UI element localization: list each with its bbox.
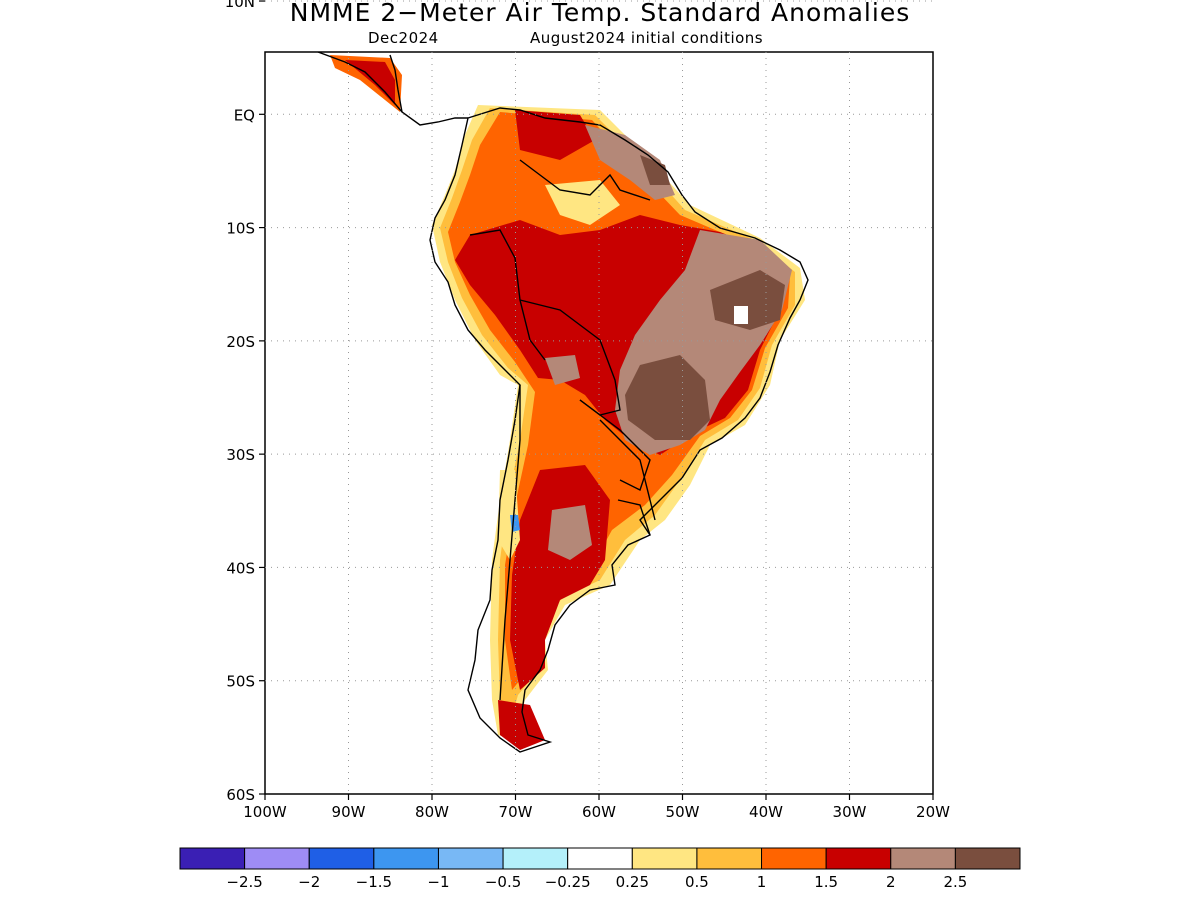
anomaly-central-america-core [345, 60, 395, 105]
forecast-month: Dec2024 [368, 29, 439, 47]
colorbar-swatch [567, 847, 633, 870]
colorbar-swatch [373, 847, 439, 870]
lat-tick-label: 10N [225, 0, 255, 11]
colorbar-swatch [890, 847, 956, 870]
colorbar-swatch [631, 847, 698, 870]
colorbar-swatch [696, 847, 763, 870]
lat-tick-label: EQ [234, 106, 255, 124]
border-peru-brazil [469, 229, 546, 361]
lon-tick-label: 80W [415, 803, 449, 821]
lat-tick-label: 60S [226, 786, 255, 804]
anomaly-shading [330, 55, 805, 750]
border-paraguay [579, 399, 651, 491]
lat-tick-label: 10S [226, 220, 255, 238]
border-uruguay [617, 499, 651, 536]
colorbar-label: −1 [427, 873, 449, 891]
anomaly-band-3-brazil-east [710, 270, 785, 330]
coastline-south-america [429, 107, 809, 753]
colorbar-label: 1.5 [814, 873, 838, 891]
colorbar-label: 2.5 [943, 873, 967, 891]
initial-conditions: August2024 initial conditions [530, 29, 764, 47]
lon-tick-label: 30W [833, 803, 867, 821]
colorbar-swatch [502, 847, 569, 870]
lat-tick-label: 50S [226, 673, 255, 691]
colorbar-swatch [437, 847, 504, 870]
coastline-caribbean [389, 54, 403, 113]
lon-tick-label: 40W [749, 803, 783, 821]
anomaly-tierra-del-fuego [498, 700, 545, 750]
colorbar: −2.5 −2 −1.5 −1 −0.5 −0.25 0.25 0.5 1 1.5 2 2.5 [179, 847, 1021, 891]
lon-tick-label: 20W [916, 803, 950, 821]
lon-tick-label: 60W [582, 803, 616, 821]
lon-tick-label: 70W [499, 803, 533, 821]
anomaly-patch-2.5-bolivia [545, 355, 580, 385]
border-north [519, 159, 651, 201]
lon-tick-label: 100W [243, 803, 287, 821]
colorbar-label: −0.25 [545, 873, 591, 891]
colorbar-swatch [308, 847, 375, 870]
colorbar-label: −2 [298, 873, 320, 891]
lon-tick-label: 50W [666, 803, 700, 821]
colorbar-label: 2 [886, 873, 896, 891]
colorbar-label: 0.5 [685, 873, 709, 891]
lat-tick-label: 40S [226, 559, 255, 577]
lat-tick-label: 30S [226, 446, 255, 464]
anomaly-band-3-guianas [640, 155, 670, 185]
anomaly-chile-coast [498, 470, 520, 560]
colorbar-swatch [244, 847, 310, 870]
colorbar-swatch [761, 847, 827, 870]
colorbar-label: −2.5 [226, 873, 262, 891]
map-title: NMME 2−Meter Air Temp. Standard Anomalie… [289, 0, 911, 27]
border-argentina-brazil [599, 419, 656, 521]
anomaly-band-2-north [515, 110, 595, 160]
colorbar-swatch [179, 847, 246, 870]
graticule [265, 0, 933, 794]
missing-data-cell [734, 306, 748, 324]
colorbar-label: 1 [757, 873, 767, 891]
anomaly-band-2.5-argentina [548, 505, 592, 560]
coastlines [317, 52, 809, 753]
colorbar-swatch [954, 847, 1021, 870]
lon-tick-label: 90W [332, 803, 366, 821]
lat-tick-label: 20S [226, 333, 255, 351]
anomaly-band-3-brazil-central [625, 355, 710, 440]
colorbar-swatch [825, 847, 892, 870]
colorbar-label: 0.25 [616, 873, 649, 891]
colorbar-label: −1.5 [356, 873, 392, 891]
axis-ticks: 100W 90W 80W 70W 60W 50W 40W 30W 20W 10N EQ 10S 20S 3… [225, 0, 950, 821]
border-argentina-chile [499, 385, 521, 701]
colorbar-label: −0.5 [485, 873, 521, 891]
